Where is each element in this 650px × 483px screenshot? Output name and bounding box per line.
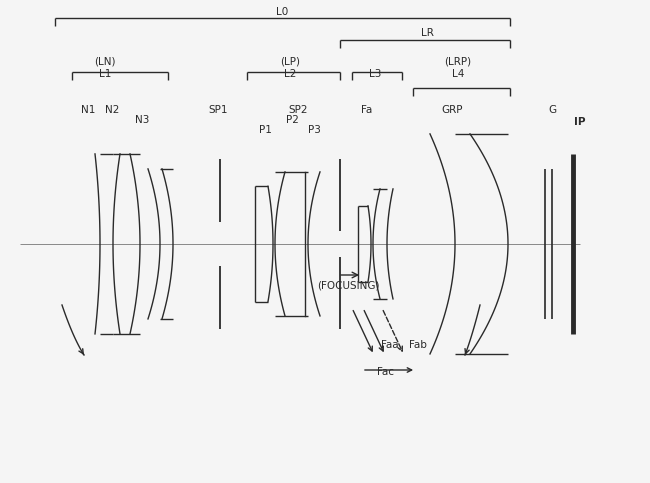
Text: P2: P2 xyxy=(285,115,298,125)
Text: Fa: Fa xyxy=(361,105,372,115)
Text: L1: L1 xyxy=(99,69,111,79)
Text: (LRP): (LRP) xyxy=(445,57,471,67)
Text: SP2: SP2 xyxy=(288,105,307,115)
Text: L2: L2 xyxy=(284,69,296,79)
Text: Fac: Fac xyxy=(376,367,393,377)
Text: N1: N1 xyxy=(81,105,95,115)
Text: L0: L0 xyxy=(276,7,288,17)
Text: L3: L3 xyxy=(369,69,381,79)
Text: IP: IP xyxy=(574,117,586,127)
Text: N3: N3 xyxy=(135,115,150,125)
Text: LR: LR xyxy=(421,28,434,38)
Text: L4: L4 xyxy=(452,69,464,79)
Text: Faa: Faa xyxy=(381,340,399,350)
Text: P1: P1 xyxy=(259,125,272,135)
Text: (FOCUSING): (FOCUSING) xyxy=(317,280,379,290)
Text: N2: N2 xyxy=(105,105,119,115)
Text: G: G xyxy=(548,105,556,115)
Text: (LP): (LP) xyxy=(280,57,300,67)
Text: P3: P3 xyxy=(307,125,320,135)
Text: SP1: SP1 xyxy=(208,105,227,115)
Text: Fab: Fab xyxy=(409,340,427,350)
Text: GRP: GRP xyxy=(441,105,463,115)
Text: (LN): (LN) xyxy=(94,57,116,67)
